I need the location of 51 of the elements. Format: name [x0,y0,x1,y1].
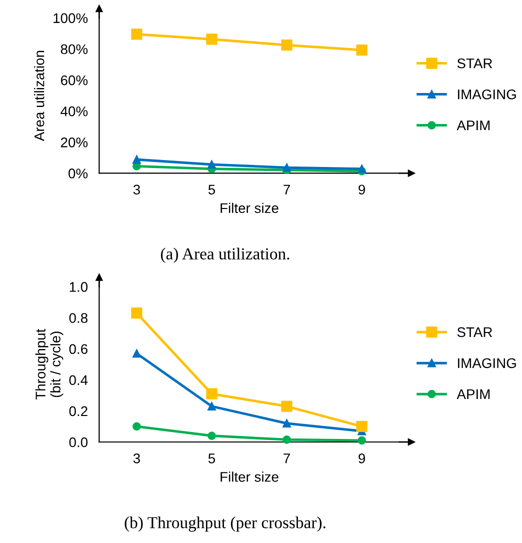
point [132,349,141,358]
point [281,400,292,412]
point [208,160,216,169]
point [132,422,141,431]
y-axis-title: Area utilization [34,50,44,142]
x-tick-label: 7 [284,184,290,194]
point [282,436,291,444]
point [131,28,142,40]
y-tick-label: 20% [60,137,88,148]
point [131,308,142,319]
legend-label: STAR [457,327,492,338]
legend-label: IMAGING [458,89,516,100]
point [282,419,291,428]
y-tick-label: 0.6 [69,344,88,354]
y-tick-label: 40% [60,106,88,116]
x-tick-label: 5 [208,184,216,195]
y-tick-label: 60% [60,75,88,86]
point [282,163,291,172]
y-axis-title: Throughput (bit / cycle) [35,328,64,400]
x-tick-label: 5 [208,454,216,464]
x-tick-label: 9 [358,453,366,464]
y-tick-label: 0% [68,168,88,178]
y-tick-label: 1.0 [70,282,88,292]
point [132,155,141,164]
y-tick-label: 0.4 [69,375,88,386]
x-tick-label: 3 [133,453,140,464]
y-tick-label: 0.8 [69,313,88,323]
point [358,436,366,445]
text: (b) Throughput (per crossbar). [124,516,326,532]
x-axis-title: Filter size [220,472,278,482]
x-tick-label: 3 [133,184,140,195]
x-tick-label: 7 [284,454,290,464]
legend-label: APIM [456,389,490,399]
y-tick-label: 80% [60,44,88,54]
legend-label: APIM [456,120,490,130]
y-tick-label: 100% [54,13,88,24]
y-tick-label: 0.0 [69,437,88,448]
point [208,432,216,440]
x-tick-label: 9 [358,184,366,195]
point [208,402,216,410]
y-tick-label: 0.2 [69,406,88,416]
point [206,34,218,45]
point [356,44,368,56]
point [206,388,218,400]
point [358,164,366,174]
point [356,420,368,432]
legend-label: STAR [457,58,492,68]
x-axis-title: Filter size [220,202,278,214]
text: (a) Area utilization. [160,248,290,263]
legend-label: IMAGING [458,358,516,368]
point [281,40,292,51]
